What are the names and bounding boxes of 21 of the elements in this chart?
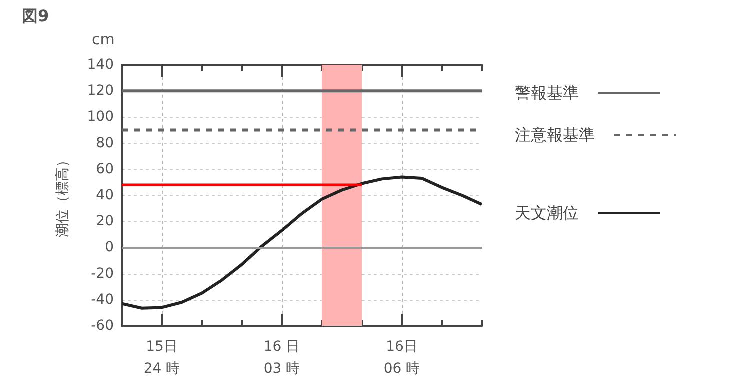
- text: cm: [92, 30, 115, 48]
- legend-label: 注意報基準: [515, 126, 595, 144]
- line-series: [120, 176, 484, 310]
- x-tick-label: 16 日 03 時: [264, 339, 300, 377]
- y-tick-label: 0: [105, 240, 114, 256]
- y-tick-label: 20: [96, 214, 114, 230]
- legend-label: 天文潮位: [515, 204, 579, 222]
- y-tick-label: -40: [91, 292, 114, 308]
- y-tick-label: 100: [87, 109, 114, 126]
- x-tick-label: 16日 06 時: [384, 339, 420, 377]
- y-tick-label: -20: [91, 266, 114, 282]
- y-tick-label: 80: [96, 135, 114, 152]
- legend-label: 警報基準: [515, 84, 579, 102]
- y-tick-label: 140: [87, 57, 114, 73]
- x-tick-label: 15日 24 時: [144, 339, 180, 377]
- y-tick-label: -60: [91, 318, 114, 334]
- y-axis-title: 潮位（標高）: [55, 154, 71, 238]
- y-tick-label: 40: [96, 188, 114, 204]
- y-tick-label: 120: [87, 83, 114, 100]
- y-tick-label: 60: [96, 161, 114, 178]
- chart-title: 図9: [22, 6, 50, 26]
